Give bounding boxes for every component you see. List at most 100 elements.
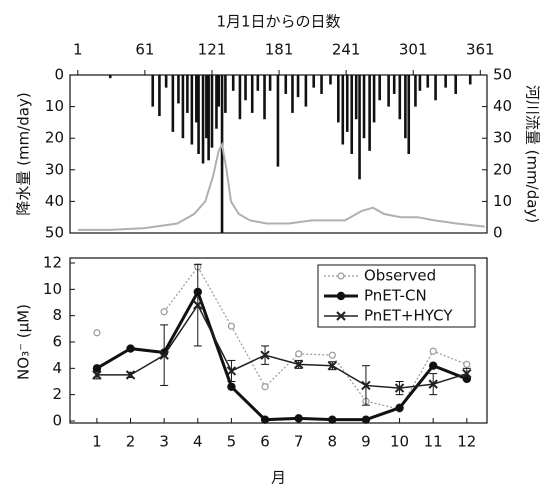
y-tick-label: 0 (52, 412, 62, 430)
series-line (163, 265, 468, 410)
x-stroke (361, 380, 371, 391)
point-marker (295, 350, 303, 358)
precip-bar (197, 75, 200, 154)
x-tick-label: 1 (92, 433, 102, 451)
point-marker (227, 382, 236, 391)
precip-bar (220, 75, 224, 233)
precip-bar (215, 75, 218, 129)
precip-bar (434, 75, 437, 101)
precip-bar (358, 75, 361, 180)
point-marker (160, 308, 168, 316)
point-marker (93, 329, 101, 337)
point-marker (428, 361, 438, 370)
x-stroke (125, 370, 136, 380)
y-tick-label: 50 (45, 224, 64, 242)
x-stroke (159, 350, 169, 360)
precip-bar (398, 75, 402, 120)
y-tick-label: 8 (52, 306, 62, 324)
x-stroke (293, 359, 304, 370)
x-marker (293, 359, 304, 370)
x-tick-label: 3 (159, 433, 169, 451)
x-stroke (260, 350, 270, 360)
precip-bar (418, 75, 422, 91)
plot-frame (69, 257, 488, 424)
x-tick-label: 11 (424, 433, 443, 451)
y2-tick-label: 10 (493, 192, 512, 210)
point-marker (395, 403, 404, 413)
precip-bar (454, 75, 457, 94)
x-marker (193, 300, 203, 310)
x-stroke (336, 311, 346, 321)
precip-bar (404, 75, 407, 139)
precip-bar (392, 75, 396, 94)
precip-bar (444, 75, 447, 88)
precip-bar (337, 75, 340, 123)
precip-bar (190, 75, 194, 145)
point-marker (429, 347, 437, 355)
x-tick-label: 7 (294, 433, 304, 451)
x-axis-title: 月 (271, 469, 286, 487)
x-tick-label: 2 (126, 433, 136, 451)
x-stroke (462, 368, 472, 379)
series-line (96, 288, 468, 422)
point-marker (328, 415, 337, 424)
precip-bar (312, 75, 316, 88)
x-stroke (428, 379, 438, 389)
x-stroke (226, 366, 237, 376)
precip-bar (177, 75, 180, 104)
y2-tick-label: 50 (493, 66, 512, 84)
x-marker (226, 366, 237, 376)
precip-bar (468, 75, 472, 85)
x-tick-label: 9 (361, 433, 371, 451)
x-marker (428, 379, 438, 389)
precip-bar (164, 75, 168, 88)
precip-bar (224, 75, 227, 113)
x-axis-title: 1月1日からの日数 (216, 13, 340, 31)
point-marker (463, 360, 471, 368)
precip-bar (210, 75, 214, 148)
point-marker (294, 414, 303, 423)
series-line (96, 303, 468, 389)
point-marker (126, 344, 135, 353)
x-marker (462, 368, 472, 379)
y-tick-label: 2 (52, 385, 62, 403)
precip-bar (171, 75, 175, 132)
precip-bar (350, 75, 354, 154)
x-marker (361, 380, 371, 391)
precip-bar (276, 75, 280, 167)
y2-tick-label: 30 (493, 129, 512, 147)
point-marker (227, 322, 236, 330)
x-tick-label: 10 (390, 433, 409, 451)
precip-bar (368, 75, 371, 151)
x-tick-label: 1 (73, 41, 83, 59)
y2-tick-label: 0 (493, 224, 503, 242)
x-marker (336, 311, 346, 321)
precip-bar (372, 75, 376, 123)
x-tick-label: 61 (135, 41, 154, 59)
point-marker (260, 415, 270, 424)
precip-bar (268, 75, 272, 91)
y2-tick-label: 40 (493, 97, 512, 115)
x-marker (125, 370, 136, 380)
precip-bar (387, 75, 390, 107)
precip-bar (354, 75, 358, 120)
precip-bar (205, 75, 208, 139)
y-tick-label: 40 (45, 192, 64, 210)
y-tick-label: 10 (43, 280, 62, 298)
legend: Observed PnET-CN PnET+HYCY (317, 264, 476, 328)
x-marker (159, 350, 169, 360)
flow-line (77, 141, 485, 231)
precip-bar (186, 75, 189, 113)
precip-bar (151, 75, 155, 107)
x-marker (394, 383, 405, 393)
precip-bar (181, 75, 185, 139)
precip-bar (320, 75, 323, 94)
x-tick-label: 181 (265, 41, 294, 59)
x-marker (327, 360, 338, 371)
precip-bar (304, 75, 308, 107)
point-marker (336, 291, 346, 301)
precip-bar (207, 75, 210, 161)
x-marker (92, 370, 102, 380)
